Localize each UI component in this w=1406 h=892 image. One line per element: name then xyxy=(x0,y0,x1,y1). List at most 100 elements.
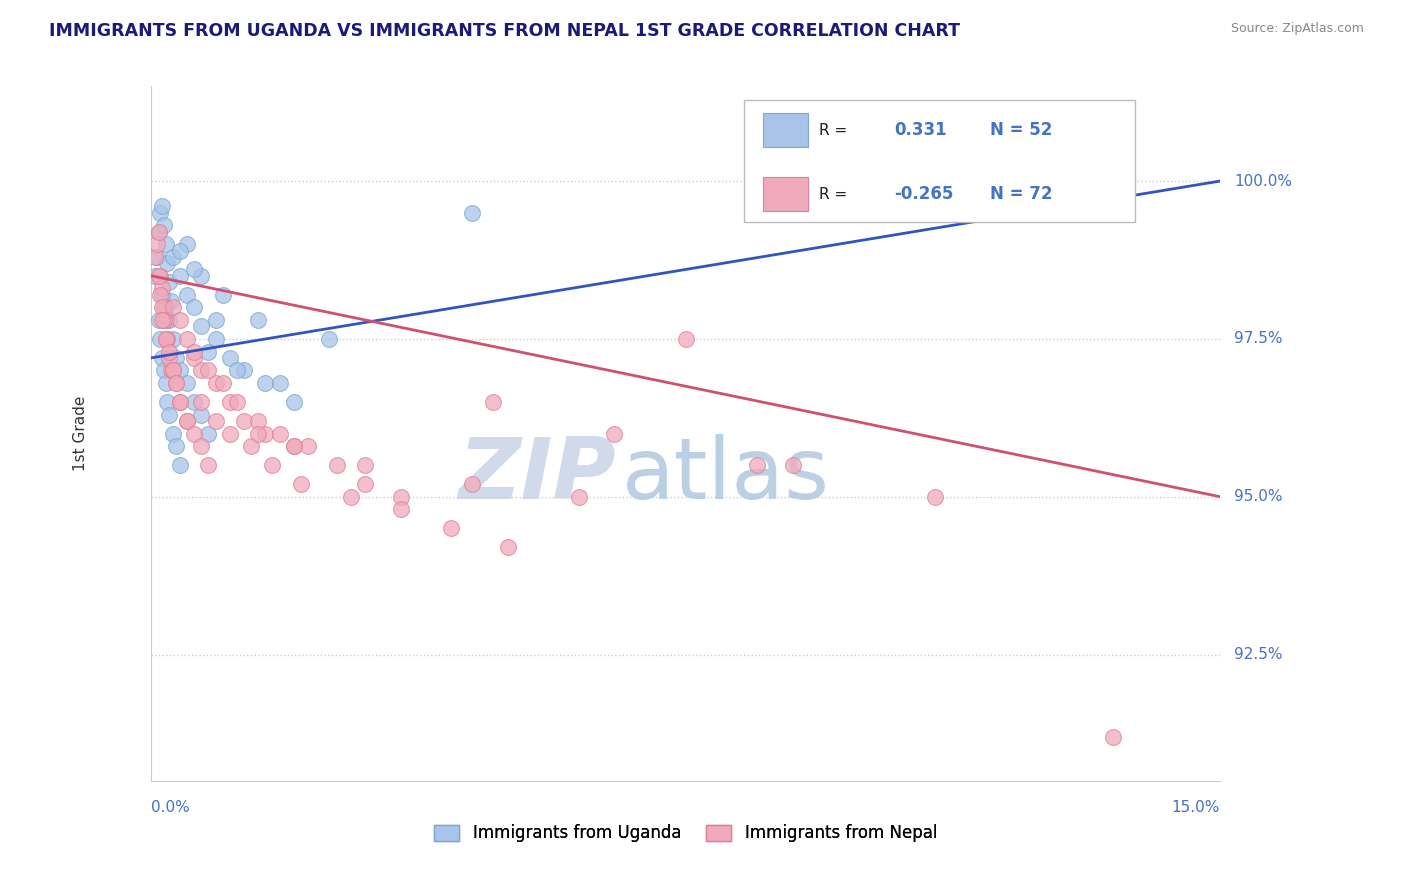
Text: 0.331: 0.331 xyxy=(894,121,946,139)
Point xyxy=(153,313,176,327)
Point xyxy=(247,426,270,441)
Point xyxy=(269,426,291,441)
Point xyxy=(254,376,277,390)
Text: N = 52: N = 52 xyxy=(990,121,1053,139)
Point xyxy=(169,395,191,409)
Point xyxy=(218,426,240,441)
Point xyxy=(204,332,226,346)
Point xyxy=(162,332,184,346)
Point xyxy=(169,244,191,258)
Point xyxy=(204,376,226,390)
Point xyxy=(204,313,226,327)
Point xyxy=(176,414,198,428)
Point xyxy=(176,237,198,252)
Point xyxy=(218,395,240,409)
Point xyxy=(782,458,804,472)
Point xyxy=(155,313,177,327)
Point xyxy=(389,490,412,504)
Point xyxy=(160,293,183,308)
Point xyxy=(1102,730,1125,744)
Point xyxy=(318,332,340,346)
Point xyxy=(162,363,184,377)
Point xyxy=(157,408,180,422)
Point xyxy=(233,363,256,377)
Point xyxy=(150,313,173,327)
Point xyxy=(165,376,187,390)
Point xyxy=(157,351,180,365)
Point xyxy=(225,395,247,409)
Point xyxy=(148,313,170,327)
Text: 92.5%: 92.5% xyxy=(1234,647,1282,662)
Point xyxy=(204,414,226,428)
Text: 97.5%: 97.5% xyxy=(1234,332,1282,346)
Point xyxy=(153,301,176,315)
Point xyxy=(283,395,305,409)
Point xyxy=(148,225,170,239)
Point xyxy=(156,332,179,346)
Point xyxy=(176,332,198,346)
Point xyxy=(461,477,484,491)
Point xyxy=(439,521,461,535)
Point xyxy=(354,458,377,472)
Point xyxy=(169,395,191,409)
Text: R =: R = xyxy=(820,186,852,202)
Point xyxy=(156,256,179,270)
Point xyxy=(461,205,484,219)
Point xyxy=(247,313,270,327)
Point xyxy=(150,351,173,365)
Point xyxy=(146,250,169,264)
Point xyxy=(162,301,184,315)
Point xyxy=(157,344,180,359)
Point xyxy=(143,268,166,283)
Point xyxy=(233,414,256,428)
Text: IMMIGRANTS FROM UGANDA VS IMMIGRANTS FROM NEPAL 1ST GRADE CORRELATION CHART: IMMIGRANTS FROM UGANDA VS IMMIGRANTS FRO… xyxy=(49,22,960,40)
Point xyxy=(240,439,263,453)
Point xyxy=(146,237,169,252)
FancyBboxPatch shape xyxy=(762,113,807,147)
Point xyxy=(169,363,191,377)
Point xyxy=(162,426,184,441)
Point xyxy=(155,237,177,252)
Point xyxy=(155,301,177,315)
Point xyxy=(197,344,219,359)
Point xyxy=(143,250,166,264)
Point xyxy=(924,490,946,504)
Point xyxy=(197,458,219,472)
Point xyxy=(148,268,170,283)
Point xyxy=(254,426,277,441)
Point xyxy=(190,268,212,283)
Text: 0.0%: 0.0% xyxy=(152,800,190,814)
Point xyxy=(162,363,184,377)
Point xyxy=(190,408,212,422)
Point xyxy=(183,351,205,365)
Point xyxy=(283,439,305,453)
Point xyxy=(165,351,187,365)
Point xyxy=(190,363,212,377)
Point xyxy=(262,458,284,472)
Point xyxy=(157,313,180,327)
Point xyxy=(482,395,505,409)
Point xyxy=(283,439,305,453)
Point xyxy=(150,199,173,213)
FancyBboxPatch shape xyxy=(745,100,1135,222)
Point xyxy=(225,363,247,377)
Point xyxy=(155,332,177,346)
Point xyxy=(149,332,172,346)
Point xyxy=(150,301,173,315)
Point xyxy=(745,458,768,472)
Text: 1st Grade: 1st Grade xyxy=(73,396,87,471)
Point xyxy=(155,332,177,346)
Text: atlas: atlas xyxy=(621,434,830,516)
Point xyxy=(150,287,173,301)
Text: 15.0%: 15.0% xyxy=(1171,800,1220,814)
Point xyxy=(190,395,212,409)
Text: 95.0%: 95.0% xyxy=(1234,489,1282,504)
Point xyxy=(389,502,412,516)
Text: Source: ZipAtlas.com: Source: ZipAtlas.com xyxy=(1230,22,1364,36)
Point xyxy=(156,395,179,409)
Point xyxy=(169,313,191,327)
Point xyxy=(197,363,219,377)
Point xyxy=(155,376,177,390)
Point xyxy=(165,439,187,453)
Point xyxy=(269,376,291,390)
